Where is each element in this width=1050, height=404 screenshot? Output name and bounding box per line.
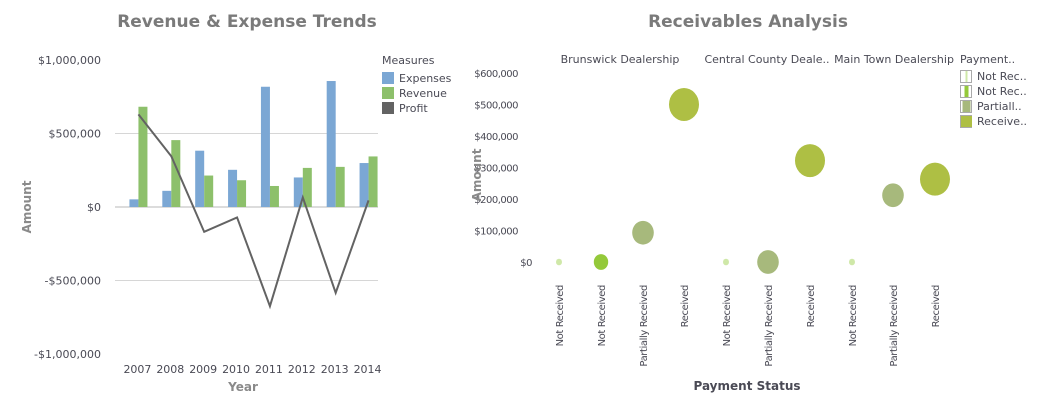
group-header: Main Town Dealership <box>834 53 954 66</box>
bar-expenses <box>195 150 205 207</box>
legend-label: Revenue <box>399 87 447 100</box>
x-tick-label: Partially Received <box>889 285 900 367</box>
bar-expenses <box>260 86 270 207</box>
bar-revenue <box>368 156 378 207</box>
legend-title: Measures <box>382 54 435 67</box>
x-tick-label: 2012 <box>288 363 316 376</box>
bubble <box>723 258 729 266</box>
y-tick-label: $300,000 <box>474 164 518 175</box>
bubble <box>593 254 609 270</box>
bar-expenses <box>359 163 369 207</box>
legend-swatch-fill <box>962 101 971 112</box>
y-tick-label: $600,000 <box>474 69 518 80</box>
y-tick-label: $400,000 <box>474 132 518 143</box>
x-tick-label: 2010 <box>222 363 250 376</box>
bubble <box>556 258 562 266</box>
bar-expenses <box>293 177 303 207</box>
y-axis-label: Amount <box>20 180 34 233</box>
bubble <box>669 88 699 121</box>
bar-revenue <box>138 106 148 207</box>
y-tick-label: -$1,000,000 <box>34 348 101 361</box>
legend-label: Expenses <box>399 72 452 85</box>
x-tick-label: 2008 <box>156 363 184 376</box>
legend-swatch-revenue <box>382 87 394 99</box>
legend-label: Receive.. <box>977 115 1027 128</box>
bar-revenue <box>237 180 247 207</box>
x-tick-label: Received <box>931 285 942 327</box>
y-tick-label: $200,000 <box>474 195 518 206</box>
group-header: Central County Deale.. <box>704 53 829 66</box>
bar-expenses <box>228 169 238 207</box>
legend-label: Not Rec.. <box>977 70 1027 83</box>
chart-title: Revenue & Expense Trends <box>117 12 377 32</box>
bubble <box>882 183 904 208</box>
bubble <box>795 144 825 178</box>
y-tick-label: $0 <box>520 258 532 269</box>
chart-title: Receivables Analysis <box>648 12 848 32</box>
y-tick-label: $500,000 <box>474 101 518 112</box>
bar-revenue <box>335 166 345 207</box>
bar-revenue <box>171 140 181 207</box>
group-header: Brunswick Dealership <box>561 53 680 66</box>
legend-swatch-expenses <box>382 72 394 84</box>
legend-label: Partiall.. <box>977 100 1022 113</box>
bar-revenue <box>204 175 214 207</box>
bar-expenses <box>326 81 336 207</box>
legend-label: Profit <box>399 102 428 115</box>
legend-swatch-fill <box>965 71 968 82</box>
bubble <box>632 220 654 245</box>
x-tick-label: Received <box>680 285 691 327</box>
y-tick-label: $500,000 <box>49 128 102 141</box>
x-tick-label: Not Received <box>848 285 859 346</box>
x-axis-label: Year <box>227 380 258 394</box>
x-tick-label: Partially Received <box>764 285 775 367</box>
y-tick-label: -$500,000 <box>45 275 101 288</box>
legend-swatch-fill <box>961 116 972 127</box>
y-axis-label: Amount <box>470 148 484 201</box>
y-tick-label: $100,000 <box>474 227 518 238</box>
legend-swatch-fill <box>964 86 969 97</box>
y-tick-label: $0 <box>87 201 101 214</box>
y-tick-label: $1,000,000 <box>38 54 101 67</box>
bar-revenue <box>302 167 312 207</box>
profit-line <box>137 113 370 310</box>
legend-swatch-profit <box>382 102 394 114</box>
bar-revenue <box>269 185 279 207</box>
bubble <box>849 258 855 266</box>
x-tick-label: Partially Received <box>639 285 650 367</box>
x-tick-label: Received <box>806 285 817 327</box>
x-tick-label: 2013 <box>321 363 349 376</box>
x-tick-label: Not Received <box>597 285 608 346</box>
legend-label: Not Rec.. <box>977 85 1027 98</box>
bar-expenses <box>162 190 172 207</box>
x-tick-label: 2007 <box>123 363 151 376</box>
bar-expenses <box>129 199 139 207</box>
bubble <box>757 250 779 274</box>
x-tick-label: 2011 <box>255 363 283 376</box>
x-tick-label: 2009 <box>189 363 217 376</box>
x-axis-label: Payment Status <box>693 379 800 393</box>
legend-title: Payment.. <box>960 53 1015 66</box>
x-tick-label: Not Received <box>722 285 733 346</box>
x-tick-label: 2014 <box>354 363 382 376</box>
x-tick-label: Not Received <box>555 285 566 346</box>
bubble <box>920 162 950 196</box>
